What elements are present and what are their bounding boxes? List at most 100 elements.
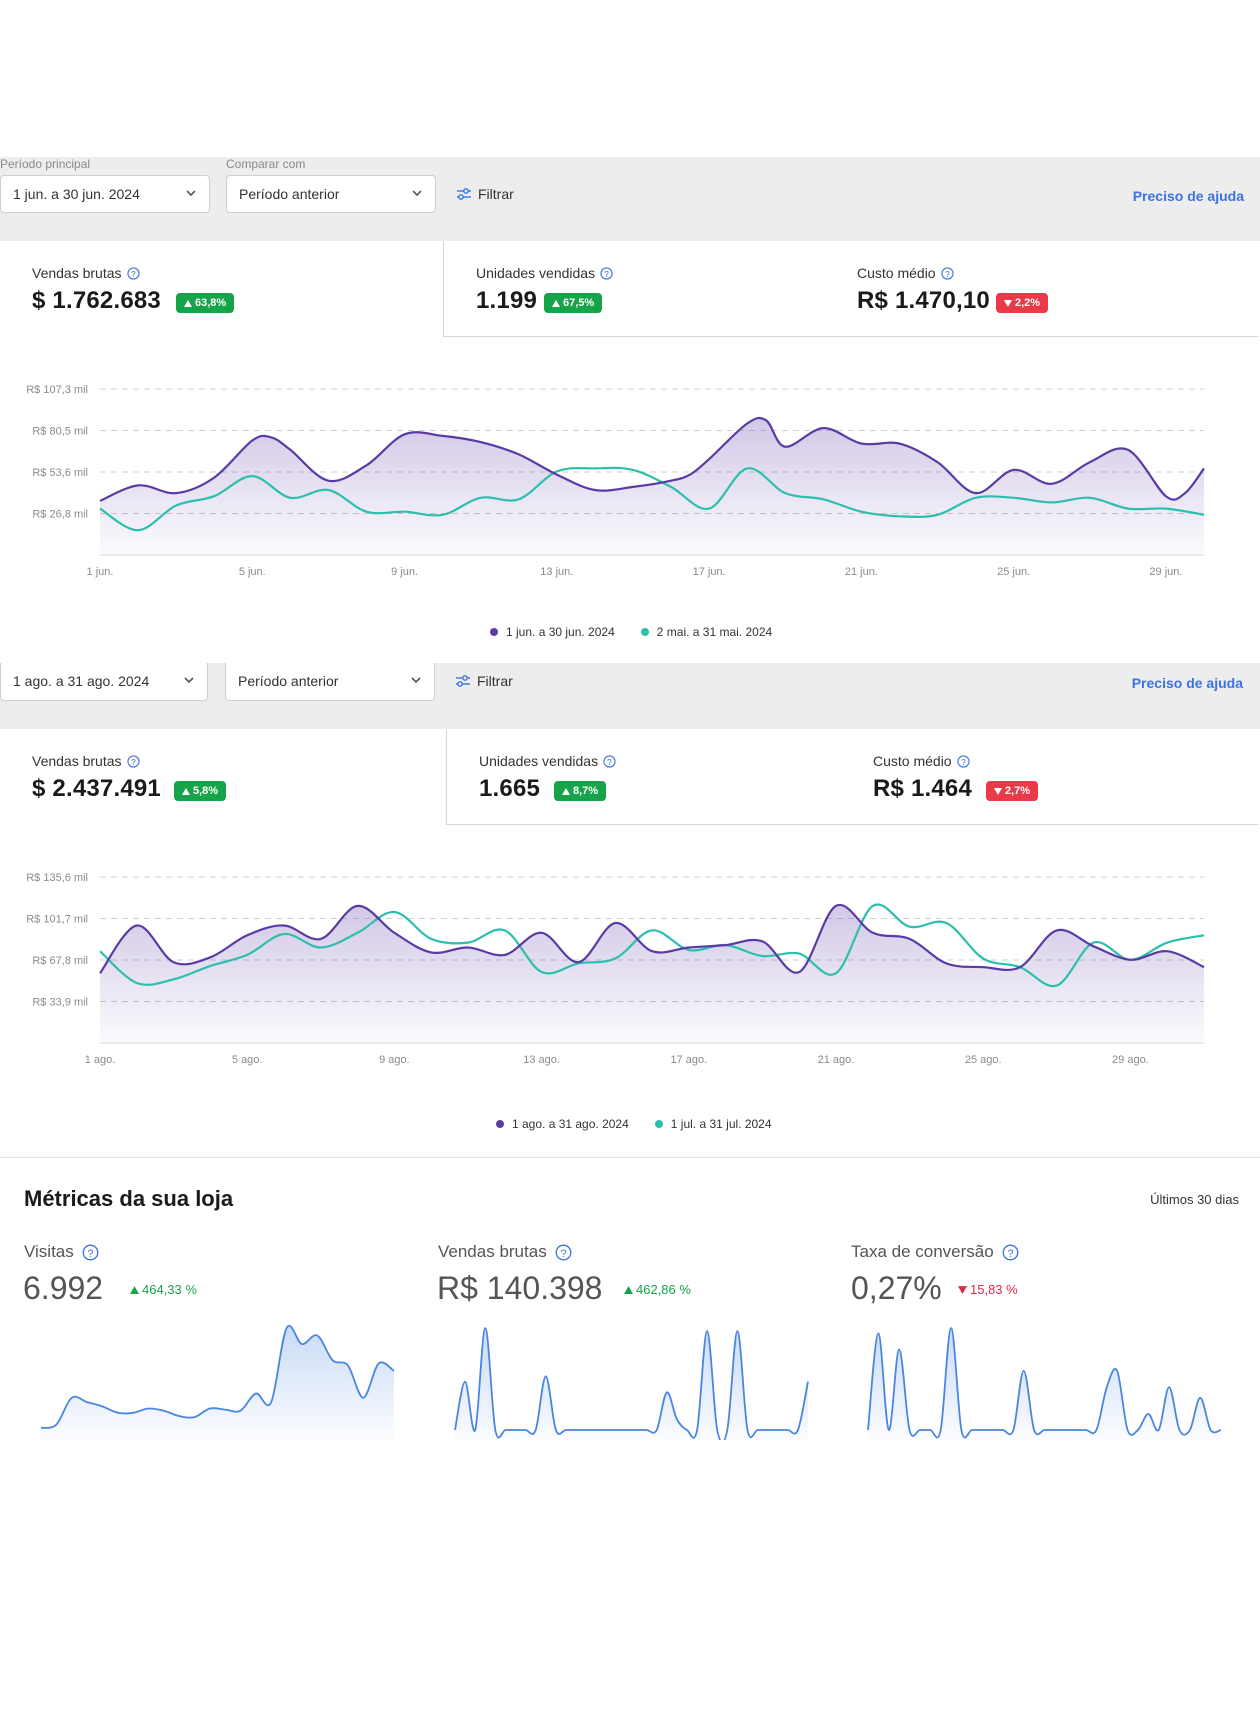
x-tick-label: 29 jun.: [1149, 566, 1182, 578]
svg-text:?: ?: [1007, 1247, 1013, 1259]
x-tick-label: 13 ago.: [523, 1054, 560, 1066]
compare-select-value: Período anterior: [238, 673, 339, 689]
triangle-up-icon: [562, 787, 570, 795]
series-area-primary: [100, 904, 1204, 1043]
legend-item-primary[interactable]: 1 jun. a 30 jun. 2024: [506, 625, 615, 639]
period-select[interactable]: 1 ago. a 31 ago. 2024: [0, 663, 208, 701]
metric-label: Visitas: [24, 1242, 74, 1261]
kpi-tile-gross-sales[interactable]: Vendas brutas ? $ 2.437.491 5,8%: [0, 729, 447, 825]
help-circle-icon[interactable]: ?: [82, 1244, 99, 1261]
x-tick-label: 9 jun.: [391, 566, 418, 578]
filter-bar-august: 1 ago. a 31 ago. 2024 Período anterior F…: [0, 663, 1260, 729]
filter-label: Filtrar: [478, 186, 514, 202]
legend-item-comparison[interactable]: 1 jul. a 31 jul. 2024: [670, 1117, 772, 1131]
x-tick-label: 13 jun.: [540, 566, 573, 578]
x-tick-label: 29 ago.: [1112, 1054, 1149, 1066]
x-tick-label: 21 jun.: [845, 566, 878, 578]
y-tick-label: R$ 33,9 mil: [32, 997, 88, 1009]
sparkline-canvas: [867, 1327, 1222, 1440]
filter-button[interactable]: Filtrar: [455, 673, 513, 689]
legend-dot-primary: [496, 1120, 504, 1128]
kpi-change-badge: 8,7%: [554, 781, 607, 801]
help-circle-icon[interactable]: ?: [126, 754, 140, 768]
help-circle-icon[interactable]: ?: [603, 754, 616, 768]
sparkline-area: [41, 1325, 394, 1440]
svg-text:?: ?: [604, 268, 609, 278]
sparkline-visits: [40, 1320, 395, 1440]
kpi-change-badge: 2,2%: [996, 293, 1049, 313]
kpi-value: 1.665: [479, 775, 541, 802]
series-line-primary: [99, 416, 1205, 502]
sparkline-canvas: [454, 1327, 809, 1444]
sparkline-canvas: [40, 1324, 395, 1440]
legend-item-comparison[interactable]: 2 mai. a 31 mai. 2024: [656, 625, 773, 639]
legend-dot-comparison: [654, 1120, 663, 1128]
compare-select[interactable]: Período anterior: [226, 175, 436, 213]
help-circle-icon[interactable]: ?: [940, 266, 954, 280]
kpi-title: Custo médio: [873, 753, 952, 769]
help-circle-icon[interactable]: ?: [956, 754, 970, 768]
svg-text:?: ?: [87, 1247, 93, 1259]
help-circle-icon[interactable]: ?: [555, 1244, 572, 1261]
x-tick-label: 1 jun.: [87, 566, 114, 578]
sparkline-line: [867, 1327, 1222, 1439]
sales-chart-june: R$ 107,3 mil R$ 80,5 mil R$ 53,6 mil R$ 26,…: [0, 369, 1258, 578]
y-tick-label: R$ 135,6 mil: [26, 872, 88, 884]
help-circle-icon[interactable]: ?: [1002, 1244, 1019, 1261]
period-select-value: 1 jun. a 30 jun. 2024: [13, 186, 140, 202]
sales-chart-august: R$ 135,6 mil R$ 101,7 mil R$ 67,8 mil R$ 33…: [0, 857, 1258, 1066]
help-circle-icon[interactable]: ?: [600, 266, 613, 280]
y-tick-label: R$ 101,7 mil: [26, 914, 88, 926]
kpi-tile-units-sold[interactable]: Unidades vendidas ? 1.199 67,5%: [443, 241, 826, 337]
metric-change: 15,83 %: [958, 1282, 1018, 1297]
help-circle-icon[interactable]: ?: [126, 266, 140, 280]
kpi-tile-gross-sales[interactable]: Vendas brutas ? $ 1.762.683 63,8%: [0, 241, 444, 337]
filter-label: Filtrar: [477, 673, 513, 689]
help-link[interactable]: Preciso de ajuda: [1131, 675, 1243, 691]
period-select[interactable]: 1 jun. a 30 jun. 2024: [0, 175, 210, 213]
metrics-period[interactable]: Últimos 30 dias: [1150, 1192, 1239, 1207]
period-select-value: 1 ago. a 31 ago. 2024: [13, 673, 150, 689]
x-tick-label: 25 ago.: [965, 1054, 1002, 1066]
svg-text:?: ?: [607, 756, 612, 766]
triangle-down-icon: [994, 787, 1002, 795]
sales-card-august: Vendas brutas ? $ 2.437.491 5,8% Unidade…: [0, 729, 1258, 1157]
triangle-up-icon: [552, 299, 560, 307]
y-tick-label: R$ 80,5 mil: [32, 426, 88, 438]
chevron-down-icon: [184, 677, 194, 684]
metric-change: 462,86 %: [624, 1282, 691, 1297]
chart-canvas: R$ 135,6 mil R$ 101,7 mil R$ 67,8 mil R$ 33…: [26, 872, 1205, 1066]
card-divider: [0, 1157, 1260, 1158]
sparkline-gross-sales: [454, 1320, 809, 1444]
kpi-change-badge: 67,5%: [544, 293, 603, 313]
metrics-title: Métricas da sua loja: [24, 1186, 234, 1211]
kpi-tile-average-cost[interactable]: Custo médio ? R$ 1.464 2,7%: [841, 729, 1258, 825]
filter-sliders-icon: [456, 675, 470, 687]
kpi-tile-average-cost[interactable]: Custo médio ? R$ 1.470,10 2,2%: [825, 241, 1258, 337]
y-tick-label: R$ 107,3 mil: [26, 384, 88, 396]
kpi-change-badge: 2,7%: [986, 781, 1039, 801]
kpi-title: Vendas brutas: [32, 265, 122, 281]
filter-bar-june: Período principal Comparar com 1 jun. a …: [0, 157, 1260, 241]
period-label: Período principal: [0, 157, 91, 171]
sparkline-area: [868, 1328, 1221, 1440]
chart-legend: 1 jun. a 30 jun. 2024 2 mai. a 31 mai. 2…: [490, 625, 772, 639]
x-tick-label: 5 jun.: [239, 566, 266, 578]
sparkline-line: [40, 1324, 395, 1429]
legend-item-primary[interactable]: 1 ago. a 31 ago. 2024: [512, 1117, 629, 1131]
filter-button[interactable]: Filtrar: [456, 186, 514, 202]
triangle-down-icon: [1004, 299, 1012, 307]
x-tick-label: 25 jun.: [997, 566, 1030, 578]
compare-select[interactable]: Período anterior: [225, 663, 435, 701]
compare-select-value: Período anterior: [239, 186, 340, 202]
chart-canvas: R$ 107,3 mil R$ 80,5 mil R$ 53,6 mil R$ 26,…: [26, 384, 1205, 578]
series-area-primary: [100, 417, 1204, 555]
triangle-up-icon: [624, 1285, 633, 1294]
help-link[interactable]: Preciso de ajuda: [1132, 188, 1244, 204]
x-tick-label: 1 ago.: [85, 1054, 116, 1066]
sales-card-june: Vendas brutas ? $ 1.762.683 63,8% Unidad…: [0, 241, 1258, 663]
y-tick-label: R$ 26,8 mil: [32, 509, 88, 521]
triangle-up-icon: [184, 299, 192, 307]
kpi-tile-units-sold[interactable]: Unidades vendidas ? 1.665 8,7%: [446, 729, 842, 825]
svg-text:?: ?: [131, 756, 136, 766]
